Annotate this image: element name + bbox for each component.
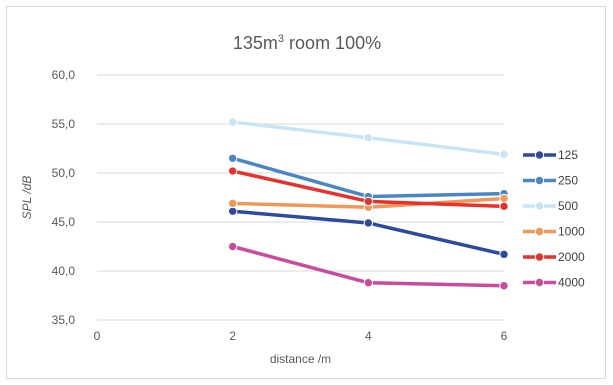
data-point bbox=[227, 117, 238, 127]
series-lines bbox=[227, 117, 509, 291]
legend-marker bbox=[534, 150, 545, 160]
series-4000 bbox=[227, 241, 509, 291]
y-axis-tick-labels: 35,0 40,0 45,0 50,0 55,0 60,0 bbox=[52, 68, 76, 327]
series-line bbox=[232, 156, 505, 199]
x-tick-label: 0 bbox=[94, 329, 101, 343]
legend-marker bbox=[534, 175, 545, 186]
legend-item: 4000 bbox=[523, 276, 585, 290]
y-tick-label: 50,0 bbox=[52, 166, 76, 180]
legend-marker bbox=[534, 201, 545, 211]
legend-label: 500 bbox=[558, 199, 578, 213]
legend: 125 250 500 1000 2000 4000 bbox=[523, 148, 585, 290]
series-125 bbox=[227, 206, 509, 260]
legend-label: 2000 bbox=[558, 250, 585, 264]
x-tick-label: 6 bbox=[501, 329, 508, 343]
data-point bbox=[227, 241, 238, 252]
legend-item: 2000 bbox=[523, 250, 585, 264]
series-250 bbox=[227, 153, 509, 202]
legend-marker bbox=[534, 252, 545, 262]
chart-title: 135m3 room 100% bbox=[233, 33, 381, 53]
chart-title-rest: room 100% bbox=[284, 33, 381, 53]
y-tick-label: 55,0 bbox=[52, 117, 76, 131]
data-point bbox=[499, 281, 509, 291]
y-tick-label: 40,0 bbox=[52, 264, 76, 278]
legend-label: 4000 bbox=[558, 276, 585, 290]
x-tick-label: 2 bbox=[229, 329, 236, 343]
legend-label: 125 bbox=[558, 148, 578, 162]
grid-lines bbox=[97, 74, 504, 321]
data-point bbox=[363, 133, 374, 143]
series-500 bbox=[227, 117, 509, 160]
data-point bbox=[227, 166, 238, 176]
data-point bbox=[227, 206, 238, 216]
series-2000 bbox=[227, 166, 509, 212]
legend-label: 250 bbox=[558, 174, 578, 188]
data-point bbox=[227, 198, 238, 209]
legend-item: 250 bbox=[523, 174, 578, 188]
data-point bbox=[499, 249, 509, 260]
legend-item: 1000 bbox=[523, 225, 585, 239]
data-point bbox=[499, 193, 509, 204]
data-point bbox=[499, 201, 509, 212]
legend-marker bbox=[534, 226, 545, 237]
y-tick-label: 45,0 bbox=[52, 215, 76, 229]
data-point bbox=[499, 149, 509, 160]
y-axis-title: SPL /dB bbox=[20, 176, 34, 220]
chart-frame: 135m3 room 100% 35,0 40,0 45,0 50,0 55,0 60,0… bbox=[6, 6, 606, 379]
legend-item: 125 bbox=[523, 148, 578, 162]
legend-marker bbox=[534, 277, 545, 288]
legend-label: 1000 bbox=[558, 225, 585, 239]
x-tick-label: 4 bbox=[365, 329, 372, 343]
data-point bbox=[363, 278, 374, 288]
legend-item: 500 bbox=[523, 199, 578, 213]
data-point bbox=[363, 218, 374, 228]
x-axis-title: distance /m bbox=[270, 352, 331, 366]
y-tick-label: 35,0 bbox=[52, 313, 76, 327]
line-chart: 135m3 room 100% 35,0 40,0 45,0 50,0 55,0 60,0… bbox=[20, 33, 585, 366]
y-tick-label: 60,0 bbox=[52, 68, 76, 82]
x-axis-tick-labels: 0 2 4 6 bbox=[94, 329, 508, 343]
data-point bbox=[363, 196, 374, 207]
data-point bbox=[227, 153, 238, 164]
chart-title-main: 135m bbox=[233, 33, 278, 53]
series-line bbox=[232, 209, 505, 257]
chart-title-superscript: 3 bbox=[278, 33, 284, 45]
